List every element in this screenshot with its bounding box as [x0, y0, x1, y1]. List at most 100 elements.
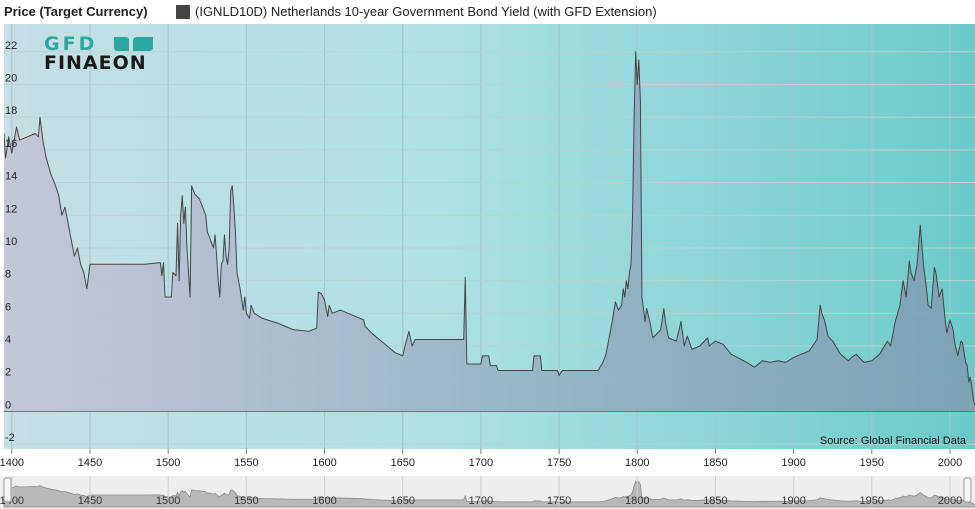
data-point[interactable] — [465, 362, 468, 365]
data-point[interactable] — [171, 271, 174, 274]
data-point[interactable] — [411, 344, 414, 347]
data-point[interactable] — [679, 320, 682, 323]
data-point[interactable] — [608, 336, 611, 339]
data-point[interactable] — [792, 356, 795, 359]
data-point[interactable] — [878, 353, 881, 356]
data-point[interactable] — [617, 308, 620, 311]
data-point[interactable] — [218, 295, 221, 298]
data-point[interactable] — [217, 279, 220, 282]
data-point[interactable] — [234, 230, 237, 233]
data-point[interactable] — [945, 331, 948, 334]
data-point[interactable] — [464, 276, 467, 279]
data-point[interactable] — [481, 354, 484, 357]
data-point[interactable] — [894, 320, 897, 323]
data-point[interactable] — [370, 331, 373, 334]
data-point[interactable] — [589, 369, 592, 372]
data-point[interactable] — [769, 361, 772, 364]
data-point[interactable] — [561, 369, 564, 372]
data-point[interactable] — [706, 336, 709, 339]
data-point[interactable] — [323, 299, 326, 302]
data-point[interactable] — [479, 362, 482, 365]
data-point[interactable] — [159, 261, 162, 264]
data-point[interactable] — [187, 271, 190, 274]
data-point[interactable] — [495, 364, 498, 367]
data-point[interactable] — [228, 246, 231, 249]
data-point[interactable] — [224, 255, 227, 258]
data-point[interactable] — [847, 359, 850, 362]
data-point[interactable] — [557, 374, 560, 377]
data-point[interactable] — [776, 359, 779, 362]
data-point[interactable] — [601, 361, 604, 364]
data-point[interactable] — [188, 295, 191, 298]
data-point[interactable] — [631, 214, 634, 217]
data-point[interactable] — [160, 274, 163, 277]
data-point[interactable] — [38, 116, 41, 119]
data-point[interactable] — [328, 304, 331, 307]
data-point[interactable] — [905, 295, 908, 298]
data-point[interactable] — [941, 287, 944, 290]
data-point[interactable] — [292, 328, 295, 331]
data-point[interactable] — [664, 320, 667, 323]
data-point[interactable] — [37, 135, 40, 138]
data-point[interactable] — [634, 50, 637, 53]
data-point[interactable] — [597, 369, 600, 372]
data-point[interactable] — [819, 304, 822, 307]
data-point[interactable] — [362, 318, 365, 321]
data-point[interactable] — [213, 233, 216, 236]
data-point[interactable] — [407, 330, 410, 333]
data-point[interactable] — [944, 320, 947, 323]
data-point[interactable] — [82, 271, 85, 274]
data-point[interactable] — [953, 341, 956, 344]
data-point[interactable] — [425, 338, 428, 341]
data-point[interactable] — [198, 197, 201, 200]
data-point[interactable] — [708, 344, 711, 347]
data-point[interactable] — [919, 223, 922, 226]
data-point[interactable] — [831, 340, 834, 343]
data-point[interactable] — [745, 361, 748, 364]
data-point[interactable] — [178, 279, 181, 282]
data-point[interactable] — [401, 354, 404, 357]
data-point[interactable] — [839, 353, 842, 356]
data-point[interactable] — [317, 290, 320, 293]
data-point[interactable] — [209, 238, 212, 241]
data-point[interactable] — [79, 263, 82, 266]
data-point[interactable] — [948, 318, 951, 321]
data-point[interactable] — [404, 341, 407, 344]
data-point[interactable] — [45, 156, 48, 159]
data-point[interactable] — [870, 359, 873, 362]
data-point[interactable] — [636, 83, 639, 86]
data-point[interactable] — [698, 344, 701, 347]
data-point[interactable] — [182, 222, 185, 225]
data-point[interactable] — [462, 338, 465, 341]
data-point[interactable] — [626, 287, 629, 290]
data-point[interactable] — [629, 263, 632, 266]
data-point[interactable] — [662, 307, 665, 310]
data-point[interactable] — [952, 328, 955, 331]
data-point[interactable] — [57, 194, 60, 197]
data-point[interactable] — [855, 353, 858, 356]
data-point[interactable] — [808, 349, 811, 352]
data-point[interactable] — [912, 279, 915, 282]
data-point[interactable] — [556, 369, 559, 372]
data-point[interactable] — [63, 205, 66, 208]
data-point[interactable] — [60, 214, 63, 217]
data-point[interactable] — [54, 184, 57, 187]
data-point[interactable] — [753, 366, 756, 369]
data-point[interactable] — [518, 369, 521, 372]
data-point[interactable] — [339, 308, 342, 311]
data-point[interactable] — [320, 292, 323, 295]
data-point[interactable] — [15, 125, 18, 128]
data-point[interactable] — [539, 354, 542, 357]
data-point[interactable] — [456, 338, 459, 341]
data-point[interactable] — [926, 304, 929, 307]
data-point[interactable] — [497, 369, 500, 372]
data-point[interactable] — [722, 343, 725, 346]
data-point[interactable] — [432, 338, 435, 341]
data-point[interactable] — [643, 320, 646, 323]
data-point[interactable] — [162, 261, 165, 264]
data-point[interactable] — [315, 326, 318, 329]
data-point[interactable] — [88, 263, 91, 266]
data-point[interactable] — [683, 344, 686, 347]
data-point[interactable] — [862, 361, 865, 364]
data-point[interactable] — [18, 138, 21, 141]
